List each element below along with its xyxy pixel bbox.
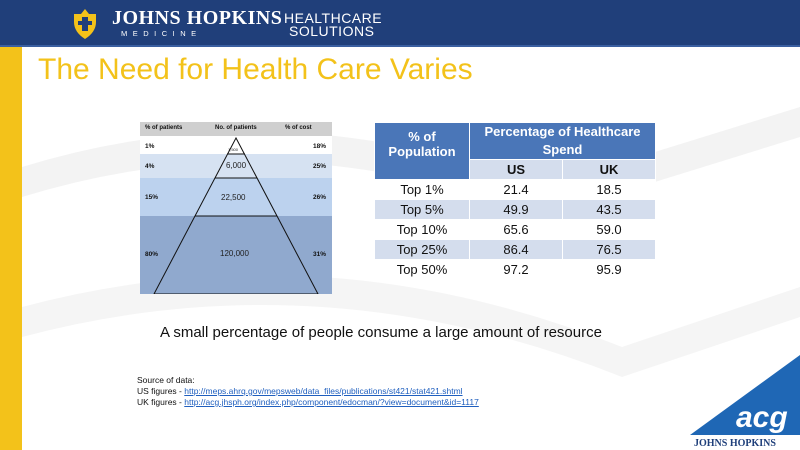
source-heading: Source of data: — [137, 375, 195, 385]
jhm-shield-icon — [74, 9, 96, 39]
source-us-link[interactable]: http://meps.ahrq.gov/mepsweb/data_files/… — [184, 386, 463, 396]
pyramid-header-cost-pct: % of cost — [285, 125, 312, 131]
pyramid-count-2: 6,000 — [226, 161, 247, 170]
row-label: Top 10% — [374, 219, 470, 240]
header-spend: Percentage of Healthcare Spend — [469, 122, 656, 160]
acg-mark: acg — [736, 401, 788, 434]
slide-title: The Need for Health Care Varies — [38, 53, 473, 86]
pyramid-cost-4: 31% — [312, 251, 326, 258]
source-uk-prefix: UK figures - — [137, 397, 185, 407]
uk-value: 43.5 — [562, 199, 656, 220]
source-us-line: US figures - http://meps.ahrq.gov/mepswe… — [137, 386, 479, 397]
pyramid-pct-4: 80% — [145, 251, 159, 258]
healthcare-spend-table: % of Population Percentage of Healthcare… — [374, 122, 656, 280]
table-row: Top 1% 21.4 18.5 — [374, 179, 656, 200]
pyramid-count-4: 120,000 — [220, 249, 249, 258]
pyramid-header-row: % of patients No. of patients % of cost — [140, 122, 332, 137]
uk-value: 76.5 — [562, 239, 656, 260]
us-value: 86.4 — [469, 239, 563, 260]
division-name-line2: SOLUTIONS — [289, 23, 375, 39]
table-row: Top 50% 97.2 95.9 — [374, 259, 656, 280]
row-label: Top 1% — [374, 179, 470, 200]
patient-cost-pyramid: % of patients No. of patients % of cost … — [140, 122, 332, 294]
source-notes: Source of data: US figures - http://meps… — [137, 375, 479, 408]
pyramid-pct-3: 15% — [145, 194, 159, 201]
row-label: Top 5% — [374, 199, 470, 220]
header-population: % of Population — [374, 122, 470, 180]
row-label: Top 50% — [374, 259, 470, 280]
pyramid-count-3: 22,500 — [221, 193, 246, 202]
left-accent-bar — [0, 0, 22, 450]
row-label: Top 25% — [374, 239, 470, 260]
uk-value: 59.0 — [562, 219, 656, 240]
pyramid-band-1 — [140, 136, 332, 154]
source-uk-link[interactable]: http://acg.jhsph.org/index.php/component… — [184, 397, 479, 407]
us-value: 49.9 — [469, 199, 563, 220]
pyramid-band-2 — [140, 154, 332, 178]
table-row: Top 25% 86.4 76.5 — [374, 239, 656, 260]
pyramid-header-patients-pct: % of patients — [145, 125, 183, 131]
pyramid-cost-2: 25% — [312, 163, 326, 170]
acg-wordmark: JOHNS HOPKINS — [694, 438, 776, 449]
pyramid-cost-3: 26% — [312, 194, 326, 201]
division-name-line1: HEALTHCARE — [284, 10, 383, 26]
pyramid-band-4 — [140, 216, 332, 294]
pyramid-header-patient-count: No. of patients — [215, 125, 257, 131]
table-row: Top 10% 65.6 59.0 — [374, 219, 656, 240]
uk-value: 18.5 — [562, 179, 656, 200]
us-value: 97.2 — [469, 259, 563, 280]
source-us-prefix: US figures - — [137, 386, 185, 396]
logo-wordmark: JOHNS HOPKINS — [112, 7, 283, 29]
table-row: Top 5% 49.9 43.5 — [374, 199, 656, 220]
pyramid-outline — [153, 136, 319, 294]
pyramid-pct-1: 1% — [145, 143, 155, 150]
acg-logo: acg JOHNS HOPKINS — [690, 355, 800, 449]
slide-caption: A small percentage of people consume a l… — [160, 324, 602, 341]
us-value: 65.6 — [469, 219, 563, 240]
header-bar: JOHNS HOPKINS MEDICINE HEALTHCARE SOLUTI… — [0, 0, 800, 45]
pyramid-band-3 — [140, 178, 332, 216]
header-us: US — [469, 159, 563, 180]
pyramid-count-1: 1,500 — [228, 147, 239, 152]
source-uk-line: UK figures - http://acg.jhsph.org/index.… — [137, 397, 479, 408]
us-value: 21.4 — [469, 179, 563, 200]
pyramid-pct-2: 4% — [145, 163, 155, 170]
logo-subtitle: MEDICINE — [121, 29, 202, 38]
uk-value: 95.9 — [562, 259, 656, 280]
header-uk: UK — [562, 159, 656, 180]
header-divider — [0, 45, 800, 47]
pyramid-cost-1: 18% — [312, 143, 326, 150]
